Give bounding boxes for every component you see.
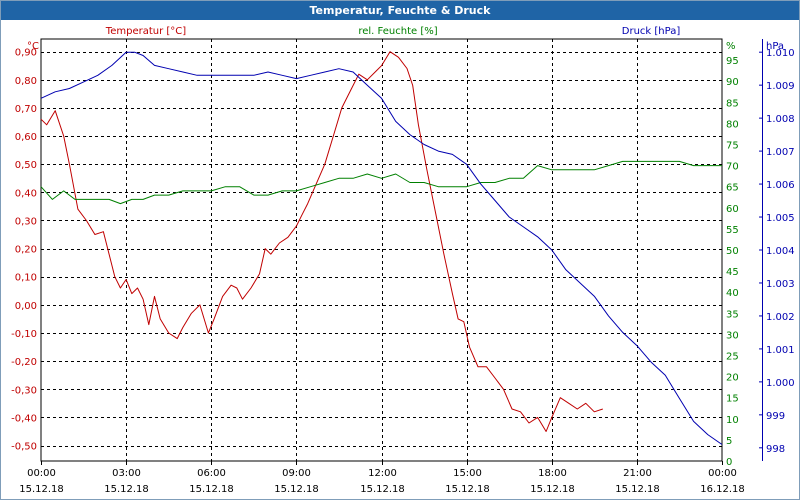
- humidity-tick-label: 65: [726, 183, 739, 194]
- temperature-tick-label: -0,20: [11, 357, 37, 368]
- x-tick-time-label: 21:00: [623, 468, 652, 479]
- pressure-unit-label: hPa: [766, 41, 784, 52]
- temperature-tick-label: 0,70: [15, 104, 37, 115]
- humidity-tick-label: 60: [726, 204, 739, 215]
- x-tick-time-label: 00:00: [708, 468, 737, 479]
- pressure-tick-label: 1.005: [766, 213, 795, 224]
- temperature-tick-label: -0,10: [11, 329, 37, 340]
- pressure-tick-label: 1.001: [766, 345, 795, 356]
- x-tick-date-label: 15.12.18: [615, 484, 660, 495]
- humidity-tick-label: 95: [726, 56, 739, 67]
- temperature-tick-label: 0,60: [15, 132, 37, 143]
- x-tick-time-label: 00:00: [27, 468, 56, 479]
- humidity-tick-label: 50: [726, 246, 739, 257]
- temperature-unit-label: °C: [27, 41, 39, 52]
- humidity-tick-label: 35: [726, 309, 739, 320]
- temperature-tick-label: -0,40: [11, 413, 37, 424]
- x-tick-date-label: 15.12.18: [189, 484, 234, 495]
- humidity-tick-label: 30: [726, 330, 739, 341]
- temperature-series-line: [40, 51, 603, 432]
- x-tick-time-label: 12:00: [368, 468, 397, 479]
- x-tick-date-label: 15.12.18: [274, 484, 319, 495]
- x-tick-date-label: 15.12.18: [445, 484, 490, 495]
- x-tick-date-label: 15.12.18: [360, 484, 405, 495]
- temperature-tick-label: 0,30: [15, 216, 37, 227]
- x-tick-date-label: 16.12.18: [700, 484, 745, 495]
- temperature-tick-label: 0,10: [15, 273, 37, 284]
- temperature-tick-label: 0,90: [15, 48, 37, 59]
- humidity-tick-label: 45: [726, 267, 739, 278]
- temperature-tick-label: 0,40: [15, 188, 37, 199]
- pressure-tick-label: 998: [766, 444, 785, 455]
- pressure-series-header: Druck [hPa]: [622, 26, 681, 37]
- temperature-tick-label: 0,00: [15, 301, 37, 312]
- humidity-series-header: rel. Feuchte [%]: [358, 26, 437, 37]
- humidity-series-line: [40, 160, 722, 205]
- x-tick-date-label: 15.12.18: [530, 484, 575, 495]
- pressure-tick-label: 1.002: [766, 312, 795, 323]
- pressure-tick-label: 1.006: [766, 180, 795, 191]
- window-title: Temperatur, Feuchte & Druck: [1, 1, 799, 20]
- humidity-tick-label: 55: [726, 225, 739, 236]
- pressure-tick-label: 1.009: [766, 81, 795, 92]
- pressure-tick-label: 1.004: [766, 246, 795, 257]
- humidity-tick-label: 40: [726, 288, 739, 299]
- temperature-tick-label: 0,50: [15, 160, 37, 171]
- humidity-tick-label: 15: [726, 394, 739, 405]
- x-tick-time-label: 03:00: [112, 468, 141, 479]
- pressure-tick-label: 999: [766, 411, 785, 422]
- chart-canvas: 00:00 15.12.18 03:00 15.12.18 06:00 15.12.18 0…: [11, 26, 795, 495]
- pressure-series-line: [40, 51, 723, 445]
- x-tick-date-label: 15.12.18: [19, 484, 64, 495]
- temperature-tick-label: 0,20: [15, 245, 37, 256]
- x-tick-time-label: 15:00: [453, 468, 482, 479]
- humidity-tick-label: 0: [726, 457, 732, 468]
- pressure-tick-label: 1.008: [766, 114, 795, 125]
- humidity-tick-label: 25: [726, 352, 739, 363]
- temperature-tick-label: 0,80: [15, 76, 37, 87]
- humidity-unit-label: %: [726, 41, 736, 52]
- humidity-tick-label: 5: [726, 436, 732, 447]
- pressure-tick-label: 1.010: [766, 48, 795, 59]
- humidity-tick-label: 80: [726, 119, 739, 130]
- pressure-tick-label: 1.007: [766, 147, 795, 158]
- x-tick-time-label: 09:00: [282, 468, 311, 479]
- temperature-series-header: Temperatur [°C]: [105, 26, 186, 37]
- temperature-tick-label: -0,30: [11, 385, 37, 396]
- humidity-tick-label: 20: [726, 373, 739, 384]
- x-tick-time-label: 18:00: [538, 468, 567, 479]
- humidity-tick-label: 70: [726, 162, 739, 173]
- humidity-tick-label: 90: [726, 77, 739, 88]
- temperature-tick-label: -0,50: [11, 442, 37, 453]
- humidity-tick-label: 10: [726, 415, 739, 426]
- humidity-tick-label: 75: [726, 141, 739, 152]
- humidity-tick-label: 85: [726, 98, 739, 109]
- x-tick-date-label: 15.12.18: [104, 484, 149, 495]
- pressure-tick-label: 1.003: [766, 279, 795, 290]
- pressure-tick-label: 1.000: [766, 378, 795, 389]
- x-tick-time-label: 06:00: [197, 468, 226, 479]
